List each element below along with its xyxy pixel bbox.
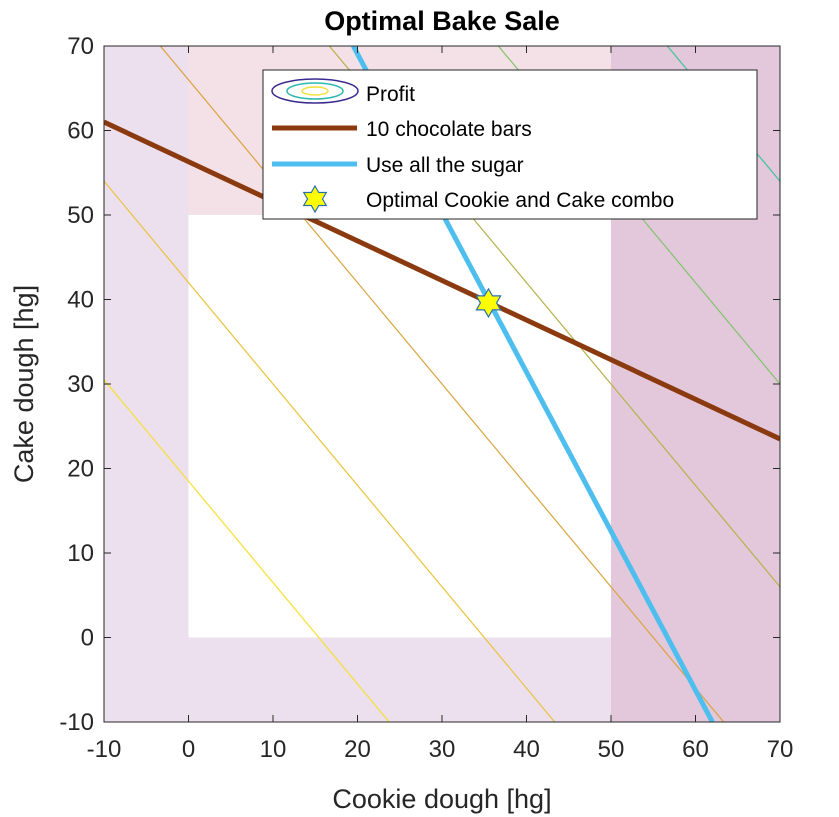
- y-tick-label: 0: [81, 625, 94, 652]
- profit-contour-line: [104, 379, 390, 722]
- feasible-region: [188, 215, 611, 638]
- x-tick-label: 30: [429, 736, 456, 763]
- profit-contour-line: [159, 46, 725, 722]
- chocolate-constraint-line: [104, 119, 780, 442]
- x-tick-label: 10: [260, 736, 287, 763]
- y-tick-label: 10: [67, 540, 94, 567]
- y-tick-label: 70: [67, 33, 94, 60]
- legend-star-icon: [302, 184, 328, 214]
- x-tick-label: 0: [182, 736, 195, 763]
- optimal-point-star: [475, 287, 502, 319]
- legend-label-sugar: Use all the sugar: [366, 154, 524, 177]
- profit-legend-icon: [271, 78, 359, 104]
- profit-contour-line: [104, 180, 556, 722]
- profit-contour-line: [497, 46, 780, 385]
- x-tick-label: 40: [513, 736, 540, 763]
- y-tick-label: 50: [67, 202, 94, 229]
- x-tick-label: 70: [767, 736, 794, 763]
- legend-label-optimum: Optimal Cookie and Cake combo: [366, 189, 674, 212]
- legend-label-chocolate: 10 chocolate bars: [366, 118, 532, 141]
- x-tick-label: 60: [682, 736, 709, 763]
- legend: Profit 10 chocolate bars Use all the sug…: [262, 69, 758, 220]
- chart-title: Optimal Bake Sale: [324, 6, 560, 36]
- x-tick-label: 50: [598, 736, 625, 763]
- x-axis-label: Cookie dough [hg]: [332, 784, 551, 814]
- x-tick-label: 20: [344, 736, 371, 763]
- y-axis-ticks: -10 0 10 20 30 40 50 60 70: [59, 33, 780, 736]
- legend-label-profit: Profit: [366, 83, 415, 106]
- y-tick-label: 30: [67, 371, 94, 398]
- legend-box: [262, 69, 758, 220]
- y-axis-label: Cake dough [hg]: [9, 285, 39, 483]
- y-tick-label: -10: [59, 709, 94, 736]
- y-tick-label: 20: [67, 456, 94, 483]
- x-tick-label: -10: [87, 736, 122, 763]
- y-tick-label: 40: [67, 287, 94, 314]
- y-tick-label: 60: [67, 118, 94, 145]
- x-axis-ticks: -10 0 10 20 30 40 50 60 70: [87, 46, 794, 763]
